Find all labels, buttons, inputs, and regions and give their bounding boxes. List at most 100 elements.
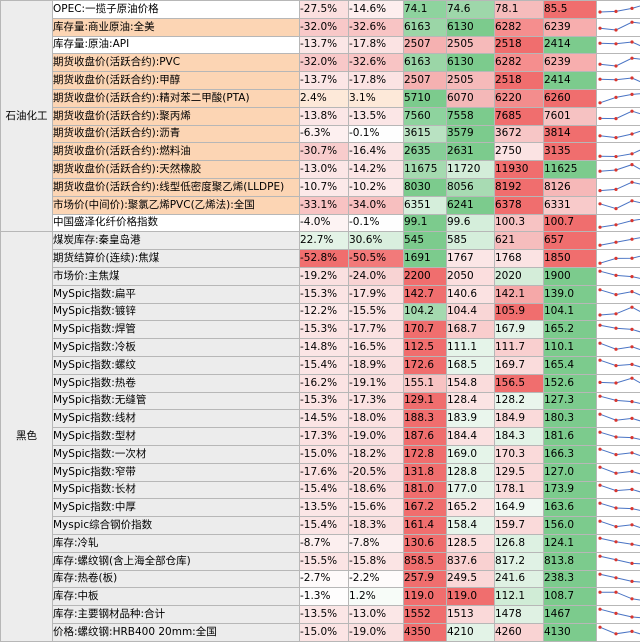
sparkline-line bbox=[600, 574, 640, 582]
value-cell: 2020 bbox=[495, 267, 544, 285]
change-pct-1: -8.7% bbox=[300, 534, 349, 552]
indicator-name: 期货收盘价(活跃合约):线型低密度聚乙烯(LLDPE) bbox=[53, 178, 300, 196]
sparkline-point bbox=[630, 76, 633, 79]
sparkline-point bbox=[630, 306, 633, 309]
sparkline bbox=[597, 322, 640, 338]
value-cell: 6130 bbox=[447, 18, 495, 36]
sparkline-point bbox=[614, 382, 617, 385]
value-cell: 154.8 bbox=[447, 374, 495, 392]
sparkline-cell bbox=[597, 125, 640, 143]
change-pct-1: -4.0% bbox=[300, 214, 349, 232]
value-cell: 2631 bbox=[447, 143, 495, 161]
value-cell: 128.2 bbox=[495, 392, 544, 410]
value-cell: 4350 bbox=[404, 623, 447, 641]
sparkline bbox=[597, 286, 640, 302]
sparkline-point bbox=[598, 466, 601, 469]
change-pct-1: -12.2% bbox=[300, 303, 349, 321]
sparkline-point bbox=[614, 10, 617, 13]
sparkline-point bbox=[630, 181, 633, 184]
sparkline-point bbox=[598, 134, 601, 137]
sparkline-point bbox=[614, 117, 617, 120]
indicator-name: 中国盛泽化纤价格指数 bbox=[53, 214, 300, 232]
value-cell: 2050 bbox=[447, 267, 495, 285]
value-cell: 129.1 bbox=[404, 392, 447, 410]
indicator-name: MySpic指数:线材 bbox=[53, 410, 300, 428]
sparkline-point bbox=[598, 261, 601, 264]
sparkline-line bbox=[600, 236, 640, 245]
sparkline-point bbox=[630, 237, 633, 240]
change-pct-2: -17.8% bbox=[349, 36, 404, 54]
sparkline-line bbox=[600, 94, 640, 104]
value-cell: 108.7 bbox=[544, 588, 597, 606]
value-cell: 657 bbox=[544, 232, 597, 250]
change-pct-1: -15.0% bbox=[300, 445, 349, 463]
indicator-name: 市场价(中间价):聚氯乙烯PVC(乙烯法):全国 bbox=[53, 196, 300, 214]
value-cell: 128.8 bbox=[447, 463, 495, 481]
sparkline-point bbox=[614, 590, 617, 593]
value-cell: 165.2 bbox=[544, 321, 597, 339]
sparkline-point bbox=[598, 189, 601, 192]
sparkline-point bbox=[614, 399, 617, 402]
sparkline-line bbox=[600, 42, 640, 49]
value-cell: 168.5 bbox=[447, 356, 495, 374]
sparkline bbox=[597, 162, 640, 178]
sparkline bbox=[597, 37, 640, 53]
value-cell: 180.3 bbox=[544, 410, 597, 428]
change-pct-2: -14.2% bbox=[349, 161, 404, 179]
indicator-name: 期货收盘价(活跃合约):甲醇 bbox=[53, 72, 300, 90]
change-pct-1: -32.0% bbox=[300, 18, 349, 36]
sparkline bbox=[597, 1, 640, 17]
value-cell: 124.1 bbox=[544, 534, 597, 552]
value-cell: 6260 bbox=[544, 89, 597, 107]
change-pct-1: 22.7% bbox=[300, 232, 349, 250]
value-cell: 4130 bbox=[544, 623, 597, 641]
sparkline-line bbox=[600, 4, 640, 12]
value-cell: 152.6 bbox=[544, 374, 597, 392]
value-cell: 184.4 bbox=[447, 428, 495, 446]
value-cell: 100.3 bbox=[495, 214, 544, 232]
indicator-name: MySpic指数:长材 bbox=[53, 481, 300, 499]
change-pct-1: -13.0% bbox=[300, 161, 349, 179]
sparkline-point bbox=[630, 488, 633, 491]
value-cell: 6163 bbox=[404, 18, 447, 36]
sparkline-cell bbox=[597, 623, 640, 641]
indicator-name: 价格:螺纹钢:HRB400 20mm:全国 bbox=[53, 623, 300, 641]
value-cell: 158.4 bbox=[447, 517, 495, 535]
sparkline bbox=[597, 571, 640, 587]
indicator-name: 期货收盘价(活跃合约):聚丙烯 bbox=[53, 107, 300, 125]
value-cell: 2750 bbox=[495, 143, 544, 161]
indicator-name: MySpic指数:型材 bbox=[53, 428, 300, 446]
sparkline-point bbox=[630, 452, 633, 455]
value-cell: 166.3 bbox=[544, 445, 597, 463]
indicator-name: 库存:主要钢材品种:合计 bbox=[53, 606, 300, 624]
sparkline-point bbox=[598, 313, 601, 316]
value-cell: 170.7 bbox=[404, 321, 447, 339]
change-pct-2: -14.6% bbox=[349, 1, 404, 19]
change-pct-2: -19.0% bbox=[349, 623, 404, 641]
change-pct-2: -18.2% bbox=[349, 445, 404, 463]
sparkline-point bbox=[598, 77, 601, 80]
value-cell: 184.9 bbox=[495, 410, 544, 428]
change-pct-2: -15.6% bbox=[349, 499, 404, 517]
change-pct-1: -32.0% bbox=[300, 54, 349, 72]
value-cell: 129.5 bbox=[495, 463, 544, 481]
value-cell: 4210 bbox=[447, 623, 495, 641]
value-cell: 172.6 bbox=[404, 356, 447, 374]
sparkline-point bbox=[614, 347, 617, 350]
value-cell: 6220 bbox=[495, 89, 544, 107]
sparkline-point bbox=[614, 489, 617, 492]
value-cell: 142.7 bbox=[404, 285, 447, 303]
change-pct-2: -17.8% bbox=[349, 72, 404, 90]
value-cell: 6282 bbox=[495, 18, 544, 36]
